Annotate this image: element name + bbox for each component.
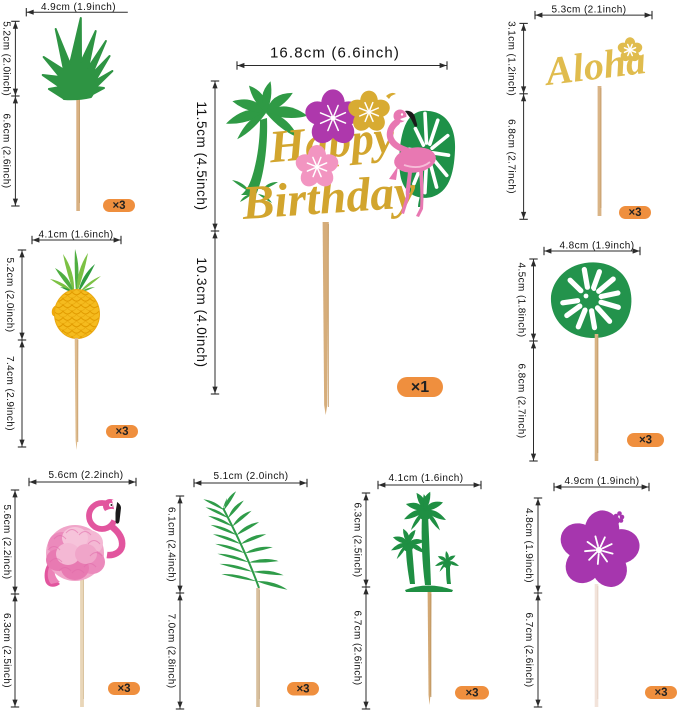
svg-text:10.3cm (4.0inch): 10.3cm (4.0inch) bbox=[194, 257, 209, 367]
svg-text:6.3cm (2.5inch): 6.3cm (2.5inch) bbox=[1, 613, 12, 688]
svg-text:4.8cm (1.9inch): 4.8cm (1.9inch) bbox=[560, 240, 635, 251]
svg-text:11.5cm (4.5inch): 11.5cm (4.5inch) bbox=[194, 101, 209, 210]
svg-text:7.4cm (2.9inch): 7.4cm (2.9inch) bbox=[4, 356, 15, 431]
svg-text:×3: ×3 bbox=[639, 435, 652, 447]
svg-text:6.8cm (2.7inch): 6.8cm (2.7inch) bbox=[506, 119, 517, 194]
svg-text:×1: ×1 bbox=[411, 379, 429, 396]
svg-text:4.1cm (1.6inch): 4.1cm (1.6inch) bbox=[39, 230, 114, 241]
svg-text:6.8cm (2.7inch): 6.8cm (2.7inch) bbox=[516, 364, 527, 439]
svg-text:5.1cm (2.0inch): 5.1cm (2.0inch) bbox=[214, 471, 289, 482]
svg-text:×3: ×3 bbox=[117, 683, 130, 695]
svg-text:16.8cm (6.6inch): 16.8cm (6.6inch) bbox=[270, 45, 400, 62]
svg-text:7.0cm (2.8inch): 7.0cm (2.8inch) bbox=[166, 614, 177, 689]
svg-text:6.6cm (2.6inch): 6.6cm (2.6inch) bbox=[1, 114, 12, 189]
svg-text:6.7cm (2.6inch): 6.7cm (2.6inch) bbox=[352, 611, 363, 686]
svg-text:3.1cm (1.2inch): 3.1cm (1.2inch) bbox=[506, 21, 517, 96]
svg-text:×3: ×3 bbox=[296, 683, 309, 695]
svg-text:4.1cm (1.6inch): 4.1cm (1.6inch) bbox=[389, 473, 464, 484]
svg-text:×3: ×3 bbox=[115, 426, 128, 438]
svg-text:5.2cm (2.0inch): 5.2cm (2.0inch) bbox=[1, 21, 12, 96]
svg-text:×3: ×3 bbox=[654, 687, 667, 699]
svg-text:6.3cm (2.5inch): 6.3cm (2.5inch) bbox=[352, 503, 363, 578]
svg-text:5.2cm (2.0inch): 5.2cm (2.0inch) bbox=[4, 258, 15, 333]
svg-text:×3: ×3 bbox=[628, 207, 641, 219]
svg-text:4.8cm (1.9inch): 4.8cm (1.9inch) bbox=[523, 508, 534, 583]
svg-text:5.6cm (2.2inch): 5.6cm (2.2inch) bbox=[1, 505, 12, 580]
svg-text:5.6cm (2.2inch): 5.6cm (2.2inch) bbox=[49, 470, 124, 481]
svg-text:5.3cm (2.1inch): 5.3cm (2.1inch) bbox=[552, 5, 627, 16]
svg-text:6.1cm (2.4inch): 6.1cm (2.4inch) bbox=[166, 507, 177, 582]
svg-text:×3: ×3 bbox=[465, 687, 478, 699]
svg-text:6.7cm (2.6inch): 6.7cm (2.6inch) bbox=[523, 613, 534, 688]
svg-text:×3: ×3 bbox=[112, 200, 125, 212]
svg-text:4.5cm (1.8inch): 4.5cm (1.8inch) bbox=[516, 263, 527, 338]
svg-text:4.9cm (1.9inch): 4.9cm (1.9inch) bbox=[41, 2, 116, 13]
svg-text:4.9cm (1.9inch): 4.9cm (1.9inch) bbox=[565, 476, 640, 487]
